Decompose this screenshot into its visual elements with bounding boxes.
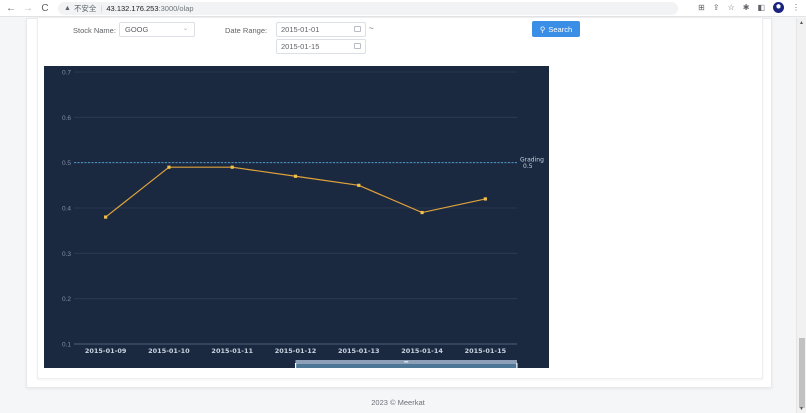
x-tick-label: 2015-01-13	[338, 347, 380, 355]
translate-icon[interactable]: ⊞	[698, 3, 705, 12]
forward-arrow-icon[interactable]: →	[23, 2, 33, 14]
y-tick-label: 0.5	[62, 160, 71, 167]
x-tick-label: 2015-01-14	[401, 347, 443, 355]
y-tick-label: 0.6	[62, 115, 71, 122]
chart-canvas: 0.1 0.2 0.3 0.4 0.5 0.6 0.7 2015-01-09 2015-01-1…	[62, 70, 544, 368]
back-arrow-icon[interactable]: ←	[6, 2, 16, 14]
olap-card: Stock Name: GOOG ⌄ Date Range: 2015-01-0…	[37, 17, 763, 379]
datazoom-handle[interactable]	[404, 361, 409, 363]
x-tick-label: 2015-01-09	[85, 347, 127, 355]
reload-icon[interactable]: C	[41, 2, 49, 14]
y-tick-label: 0.1	[62, 342, 71, 349]
datazoom-right-handle[interactable]	[516, 363, 518, 368]
data-point[interactable]	[420, 210, 424, 215]
grading-label: Grading	[520, 157, 544, 164]
datazoom-left-handle[interactable]	[295, 363, 297, 368]
page-scrollbar[interactable]: ▲ ▼	[796, 18, 806, 413]
x-tick-label: 2015-01-12	[275, 347, 317, 355]
stock-name-label: Stock Name:	[73, 26, 116, 35]
share-icon[interactable]: ⇪	[712, 3, 720, 12]
end-date-input[interactable]: 2015-01-15	[276, 39, 366, 54]
security-label: 不安全	[73, 3, 97, 13]
star-icon[interactable]: ☆	[727, 3, 735, 12]
scrollbar-thumb[interactable]	[799, 338, 805, 408]
start-date-value: 2015-01-01	[281, 25, 320, 34]
search-button[interactable]: ⚲ Search	[532, 21, 580, 37]
data-point[interactable]	[293, 174, 298, 178]
y-tick-label: 0.7	[62, 70, 71, 77]
url-path: :3000/olap	[158, 3, 194, 13]
calendar-icon	[354, 26, 361, 32]
grading-value: 0.5	[523, 163, 533, 170]
url-host: 43.132.176.253	[106, 3, 159, 13]
y-tick-label: 0.4	[62, 206, 71, 213]
data-point[interactable]	[483, 197, 487, 201]
x-tick-label: 2015-01-15	[465, 347, 507, 355]
page-content: Stock Name: GOOG ⌄ Date Range: 2015-01-0…	[0, 17, 796, 413]
search-button-label: Search	[548, 24, 573, 34]
address-bar[interactable]: ▲ 不安全 | 43.132.176.253 :3000/olap	[58, 1, 678, 15]
profile-avatar[interactable]	[773, 2, 784, 13]
browser-toolbar-icons: ⊞ ⇪ ☆ ✱ ◧ ⋮	[698, 2, 800, 13]
data-point[interactable]	[357, 183, 361, 187]
y-tick-label: 0.3	[62, 251, 71, 258]
scroll-up-icon[interactable]: ▲	[799, 20, 804, 26]
outer-card: Stock Name: GOOG ⌄ Date Range: 2015-01-0…	[26, 17, 772, 388]
menu-icon[interactable]: ⋮	[792, 3, 800, 12]
range-separator: ~	[369, 24, 374, 33]
x-tick-label: 2015-01-11	[211, 347, 253, 355]
chevron-down-icon: ⌄	[182, 26, 188, 32]
browser-toolbar: ← → C ▲ 不安全 | 43.132.176.253 :3000/olap …	[0, 0, 806, 17]
data-point[interactable]	[167, 165, 171, 169]
x-tick-label: 2015-01-10	[148, 347, 190, 355]
data-point[interactable]	[230, 165, 234, 169]
sidepanel-icon[interactable]: ◧	[757, 3, 765, 12]
url-separator: |	[100, 3, 103, 13]
query-form: Stock Name: GOOG ⌄ Date Range: 2015-01-0…	[38, 18, 764, 64]
y-tick-label: 0.2	[62, 296, 71, 303]
line-chart[interactable]: 0.1 0.2 0.3 0.4 0.5 0.6 0.7 2015-01-09 2015-01-1…	[44, 66, 549, 368]
end-date-value: 2015-01-15	[281, 42, 320, 51]
search-icon: ⚲	[539, 24, 546, 34]
data-point[interactable]	[104, 215, 108, 219]
start-date-input[interactable]: 2015-01-01	[276, 22, 366, 37]
footer-copyright: 2023 © Meerkat	[371, 398, 425, 407]
date-range-label: Date Range:	[225, 26, 268, 35]
extensions-icon[interactable]: ✱	[742, 3, 750, 12]
scroll-down-icon[interactable]: ▼	[799, 406, 804, 412]
warning-icon[interactable]: ▲	[64, 4, 71, 12]
calendar-icon	[354, 43, 361, 49]
datazoom-fill[interactable]	[295, 364, 518, 368]
stock-name-value: GOOG	[125, 25, 149, 34]
stock-name-select[interactable]: GOOG ⌄	[119, 22, 195, 37]
